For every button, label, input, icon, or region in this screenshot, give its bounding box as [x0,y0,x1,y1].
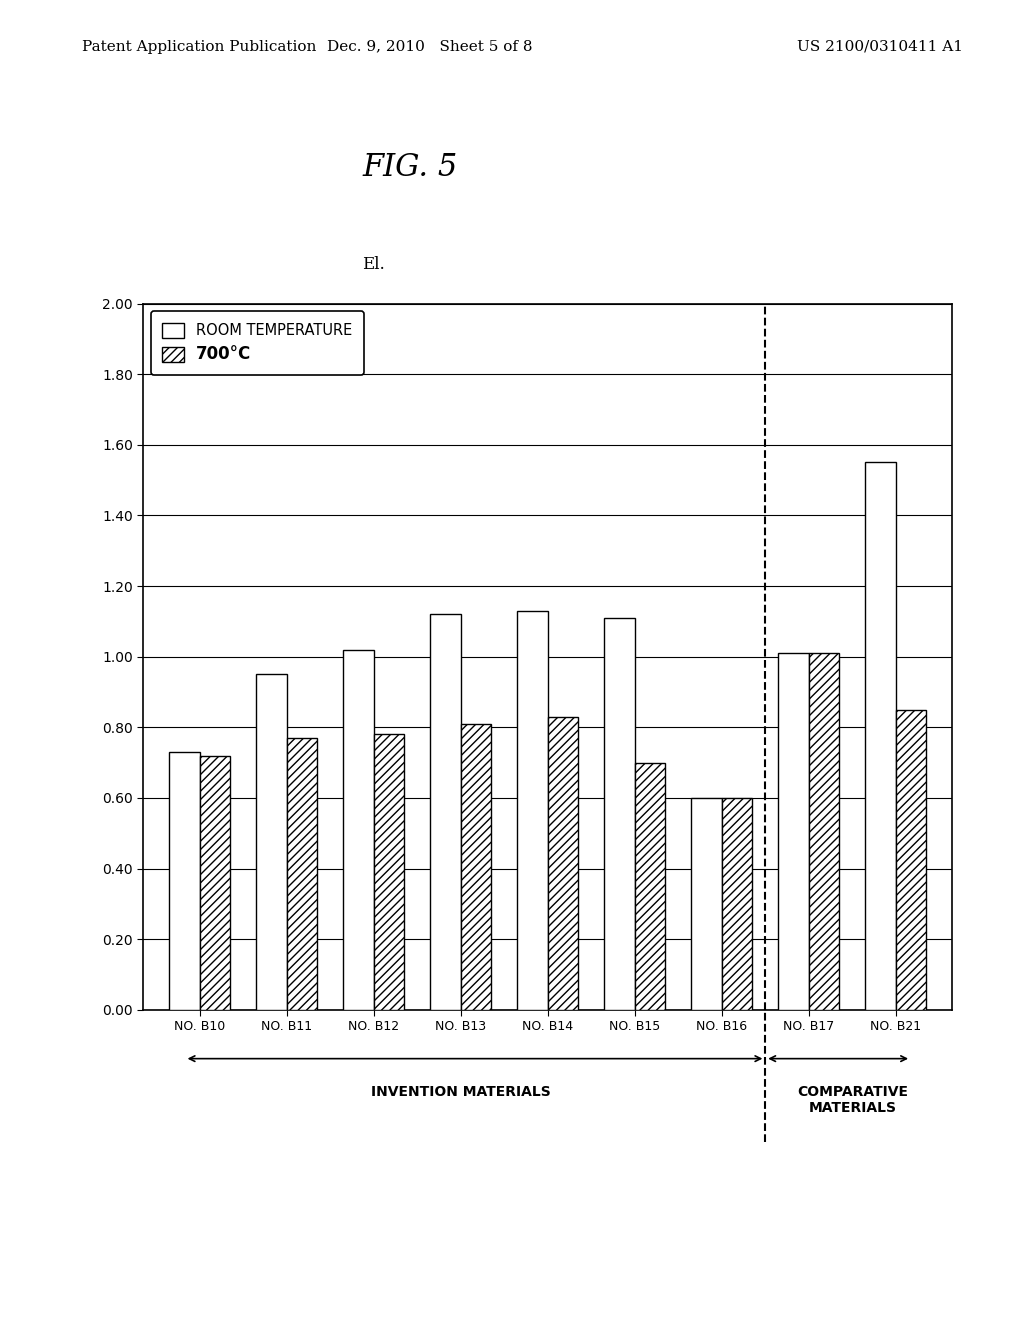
Text: Patent Application Publication: Patent Application Publication [82,40,316,54]
Bar [517,611,548,1010]
Bar [865,462,896,1010]
Bar [169,752,200,1010]
Bar [809,653,840,1010]
Bar [200,755,230,1010]
Bar [722,797,753,1010]
Bar [287,738,317,1010]
Bar [691,797,722,1010]
Bar [343,649,374,1010]
Text: Dec. 9, 2010   Sheet 5 of 8: Dec. 9, 2010 Sheet 5 of 8 [328,40,532,54]
Bar [374,734,404,1010]
Text: INVENTION MATERIALS: INVENTION MATERIALS [371,1085,551,1100]
Bar [896,710,927,1010]
Text: US 2100/0310411 A1: US 2100/0310411 A1 [797,40,963,54]
Bar [430,614,461,1010]
Bar [461,723,492,1010]
Bar [256,675,287,1010]
Text: COMPARATIVE
MATERIALS: COMPARATIVE MATERIALS [797,1085,908,1115]
Bar [778,653,809,1010]
Text: FIG. 5: FIG. 5 [361,152,458,182]
Bar [548,717,579,1010]
Bar [604,618,635,1010]
Text: El.: El. [362,256,385,273]
Bar [635,763,666,1010]
Legend: ROOM TEMPERATURE, 700°C: ROOM TEMPERATURE, 700°C [151,312,364,375]
